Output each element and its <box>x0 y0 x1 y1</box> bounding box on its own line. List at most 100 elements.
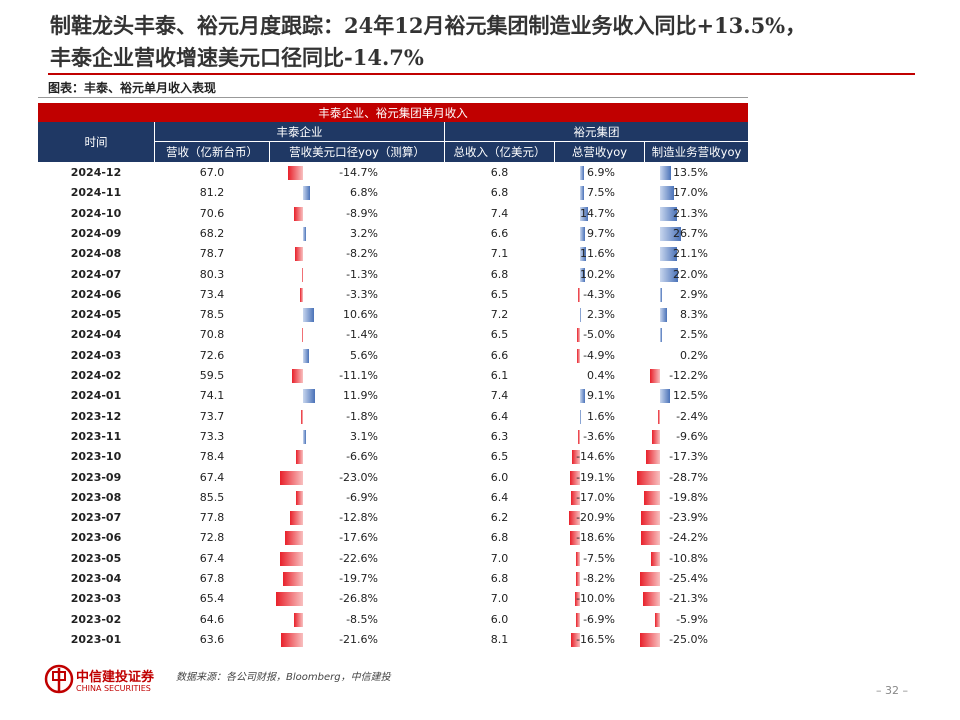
value-cell: 67.0 <box>199 166 225 179</box>
percent-cell: -14.6% <box>576 450 615 464</box>
value-cell: 70.8 <box>199 328 225 342</box>
data-bar <box>303 226 307 241</box>
date-cell: 2024-09 <box>70 226 122 240</box>
data-bar <box>652 429 660 444</box>
data-bar <box>644 490 660 505</box>
data-bar <box>660 247 677 262</box>
percent-cell: 8.3% <box>680 308 708 322</box>
page-number: – 32 – <box>876 684 908 697</box>
percent-cell: -6.6% <box>346 450 378 464</box>
data-bar <box>301 409 303 424</box>
percent-cell: -4.3% <box>583 287 615 301</box>
data-bar <box>285 531 303 546</box>
data-bar <box>637 470 660 485</box>
date-cell: 2024-02 <box>70 369 122 382</box>
data-bar <box>640 511 660 526</box>
percent-cell: 6.8% <box>350 186 378 200</box>
date-cell: 2024-05 <box>70 308 122 322</box>
data-bar <box>280 551 303 566</box>
data-bar <box>580 166 584 180</box>
data-bar <box>572 450 580 465</box>
percent-cell: -23.9% <box>669 511 708 525</box>
percent-cell: -10.8% <box>669 551 708 565</box>
title-line: 丰泰企业营收增速美元口径同比-14.7% <box>50 45 424 70</box>
data-bar <box>576 551 580 566</box>
data-bar <box>660 226 682 241</box>
value-cell: 73.3 <box>199 429 225 443</box>
percent-cell: 7.5% <box>587 186 615 200</box>
data-bar <box>569 511 580 526</box>
data-bar <box>580 206 588 221</box>
date-cell: 2023-09 <box>70 470 122 484</box>
percent-cell: -5.9% <box>676 612 708 626</box>
value-cell: 8.1 <box>490 632 509 646</box>
column-header: 总营收yoy <box>555 142 644 162</box>
value-cell: 72.6 <box>199 348 225 362</box>
data-bar <box>291 369 303 383</box>
percent-cell: -23.0% <box>339 470 378 484</box>
value-cell: 63.6 <box>199 632 225 646</box>
logo-en: CHINA SECURITIES <box>76 684 151 693</box>
percent-cell: 9.1% <box>587 389 615 403</box>
percent-cell: 14.7% <box>580 206 615 220</box>
data-bar <box>578 429 580 444</box>
percent-cell: 6.9% <box>587 166 615 179</box>
data-bar <box>303 308 314 323</box>
date-cell: 2023-01 <box>70 632 122 646</box>
data-bar <box>294 612 303 627</box>
percent-cell: -5.0% <box>583 328 615 342</box>
percent-cell: -22.6% <box>339 551 378 565</box>
data-bar <box>301 328 303 343</box>
data-bar <box>569 470 580 485</box>
value-cell: 78.7 <box>199 247 225 261</box>
percent-cell: -3.3% <box>346 287 378 301</box>
percent-cell: -21.6% <box>339 632 378 646</box>
data-bar <box>570 531 580 546</box>
percent-cell: -8.9% <box>346 206 378 220</box>
data-bar <box>575 572 580 586</box>
data-bar <box>642 592 660 607</box>
percent-cell: 11.6% <box>580 247 615 261</box>
value-cell: 6.4 <box>490 409 509 423</box>
title-line: 制鞋龙头丰泰、裕元月度跟踪：24年12月裕元集团制造业务收入同比+13.5%， <box>50 13 807 38</box>
value-cell: 6.1 <box>490 369 509 382</box>
percent-cell: 13.5% <box>673 166 708 179</box>
data-bar <box>660 328 662 343</box>
logo-cn: 中信建投证券 <box>76 670 155 685</box>
data-bar <box>660 186 674 201</box>
data-bar <box>576 612 580 627</box>
date-cell: 2023-03 <box>70 592 122 606</box>
percent-cell: -17.0% <box>576 490 615 504</box>
value-cell: 6.8 <box>490 572 509 585</box>
value-cell: 6.3 <box>490 429 509 443</box>
percent-cell: -24.2% <box>669 531 708 545</box>
data-bar <box>639 572 660 586</box>
percent-cell: 3.1% <box>350 429 378 443</box>
data-bar <box>577 287 580 302</box>
percent-cell: -17.3% <box>669 450 708 464</box>
value-cell: 6.8 <box>490 531 509 545</box>
data-bar <box>577 328 580 343</box>
percent-cell: -8.5% <box>346 612 378 626</box>
percent-cell: -6.9% <box>583 612 615 626</box>
percent-cell: -16.5% <box>576 632 615 646</box>
column-header: 总收入（亿美元） <box>445 142 554 162</box>
value-cell: 6.8 <box>490 267 509 281</box>
value-cell: 73.4 <box>199 287 225 301</box>
percent-cell: -7.5% <box>583 551 615 565</box>
percent-cell: -28.7% <box>669 470 708 484</box>
percent-cell: 2.9% <box>680 287 708 301</box>
logo-icon <box>44 664 74 694</box>
data-bar <box>580 226 586 241</box>
data-bar <box>660 267 678 282</box>
date-cell: 2023-05 <box>70 551 122 565</box>
value-cell: 6.6 <box>490 348 509 362</box>
data-bar <box>571 632 580 647</box>
date-cell: 2023-06 <box>70 531 122 545</box>
date-cell: 2024-10 <box>70 206 122 220</box>
date-cell: 2024-04 <box>70 328 122 342</box>
date-cell: 2023-08 <box>70 490 122 504</box>
percent-cell: -6.9% <box>346 490 378 504</box>
percent-cell: 22.0% <box>673 267 708 281</box>
